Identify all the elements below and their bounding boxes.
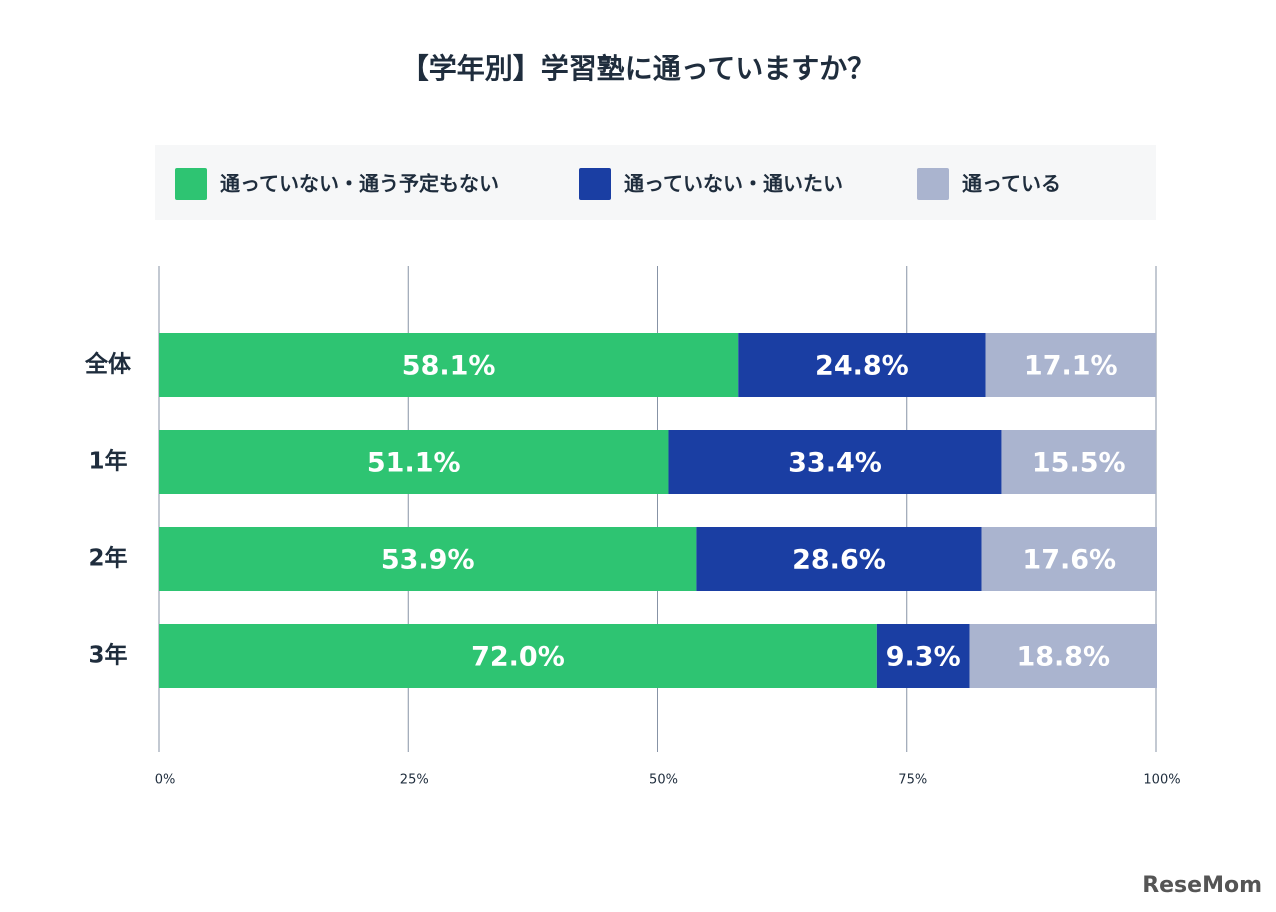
value-label: 17.1% bbox=[1024, 351, 1118, 382]
bar-segment bbox=[969, 624, 1157, 688]
bar-segment bbox=[985, 333, 1156, 397]
value-label: 18.8% bbox=[1016, 642, 1110, 673]
chart-title: 【学年別】学習塾に通っていますか？ bbox=[401, 52, 876, 85]
x-tick-label: 100% bbox=[1143, 773, 1180, 788]
value-label: 15.5% bbox=[1032, 448, 1126, 479]
legend-swatch bbox=[175, 168, 207, 200]
bar-segment bbox=[696, 527, 982, 591]
value-label: 28.6% bbox=[792, 545, 886, 576]
bar-segment bbox=[876, 624, 970, 688]
x-tick-label: 25% bbox=[400, 773, 429, 788]
legend-swatch bbox=[917, 168, 949, 200]
y-tick-label: 3年 bbox=[88, 642, 127, 669]
value-label: 9.3% bbox=[886, 642, 961, 673]
bar-segment bbox=[159, 333, 739, 397]
bar-segment bbox=[159, 527, 697, 591]
x-tick-label: 50% bbox=[649, 773, 678, 788]
y-tick-label: 1年 bbox=[88, 448, 127, 475]
watermark: ReseMom bbox=[1142, 873, 1262, 898]
value-label: 33.4% bbox=[788, 448, 882, 479]
legend-label: 通っている bbox=[962, 172, 1061, 196]
value-label: 72.0% bbox=[471, 642, 565, 673]
x-tick-label: 75% bbox=[898, 773, 927, 788]
x-tick-label: 0% bbox=[155, 773, 176, 788]
value-label: 51.1% bbox=[367, 448, 461, 479]
bar-segment bbox=[1001, 430, 1156, 494]
value-label: 53.9% bbox=[381, 545, 475, 576]
legend-box bbox=[155, 145, 1156, 220]
value-label: 24.8% bbox=[815, 351, 909, 382]
bar-segment bbox=[668, 430, 1002, 494]
bar-segment bbox=[159, 430, 669, 494]
legend-label: 通っていない・通いたい bbox=[624, 172, 843, 196]
y-tick-label: 全体 bbox=[84, 351, 132, 378]
legend-label: 通っていない・通う予定もない bbox=[220, 172, 499, 196]
bar-segment bbox=[981, 527, 1157, 591]
bar-segment bbox=[159, 624, 877, 688]
bar-segment bbox=[738, 333, 986, 397]
legend-swatch bbox=[579, 168, 611, 200]
y-tick-label: 2年 bbox=[88, 545, 127, 572]
value-label: 58.1% bbox=[402, 351, 496, 382]
value-label: 17.6% bbox=[1022, 545, 1116, 576]
